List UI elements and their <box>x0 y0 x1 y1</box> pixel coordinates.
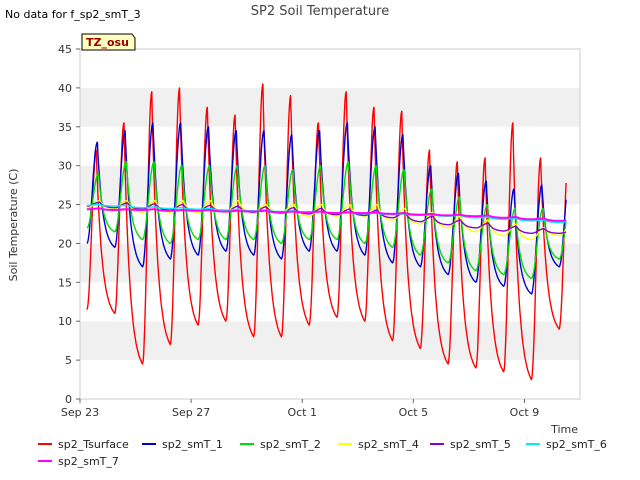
chart-title: SP2 Soil Temperature <box>251 4 389 19</box>
grid-band <box>80 49 580 88</box>
y-tick-label: 25 <box>58 199 72 212</box>
plot-frame <box>79 48 581 400</box>
x-tick-label: Sep 27 <box>172 406 210 419</box>
grid-band <box>80 126 580 166</box>
x-tick-label: Oct 5 <box>399 406 429 419</box>
y-tick-label: 5 <box>65 354 72 367</box>
y-tick-label: 30 <box>58 160 72 173</box>
y-tick-label: 10 <box>58 315 72 328</box>
series-line-sp2_Tsurface <box>86 83 567 381</box>
y-tick-label: 20 <box>58 237 72 250</box>
legend-item-sp2_smT_4: sp2_smT_4 <box>358 438 419 451</box>
x-axis-label: Time <box>550 423 578 436</box>
legend-item-sp2_smT_7: sp2_smT_7 <box>58 455 119 468</box>
y-axis-ticks: 0 5 10 15 20 25 30 35 40 45 <box>58 43 80 406</box>
legend: sp2_Tsurface sp2_smT_1 sp2_smT_2 sp2_smT_4 s… <box>38 438 607 468</box>
legend-item-sp2_Tsurface: sp2_Tsurface <box>58 438 129 451</box>
grid-band <box>80 282 580 322</box>
legend-item-sp2_smT_1: sp2_smT_1 <box>162 438 223 451</box>
y-tick-label: 15 <box>58 276 72 289</box>
y-tick-label: 40 <box>58 82 72 95</box>
legend-item-sp2_smT_6: sp2_smT_6 <box>546 438 607 451</box>
no-data-note: No data for f_sp2_smT_3 <box>5 8 141 21</box>
badge-box <box>81 33 136 51</box>
x-tick-label: Oct 1 <box>287 406 317 419</box>
y-tick-label: 35 <box>58 121 72 134</box>
series-line-sp2_smT_7 <box>86 207 567 222</box>
series-line-sp2_smT_1 <box>86 122 567 295</box>
legend-item-sp2_smT_2: sp2_smT_2 <box>260 438 321 451</box>
x-tick-label: Sep 23 <box>61 406 99 419</box>
series-layer <box>86 83 567 381</box>
y-tick-label: 0 <box>65 393 72 406</box>
y-axis-label: Soil Temperature (C) <box>7 169 20 282</box>
y-tick-label: 45 <box>58 43 72 56</box>
legend-item-sp2_smT_5: sp2_smT_5 <box>450 438 511 451</box>
timezone-badge: TZ_osu <box>81 33 136 51</box>
x-tick-label: Oct 9 <box>510 406 540 419</box>
series-line-sp2_smT_2 <box>86 161 567 280</box>
grid-band <box>80 165 580 205</box>
badge-label: TZ_osu <box>86 36 129 49</box>
grid-band <box>80 360 580 399</box>
grid-band <box>80 87 580 127</box>
x-axis-ticks: Sep 23 Sep 27 Oct 1 Oct 5 Oct 9 <box>61 399 539 419</box>
